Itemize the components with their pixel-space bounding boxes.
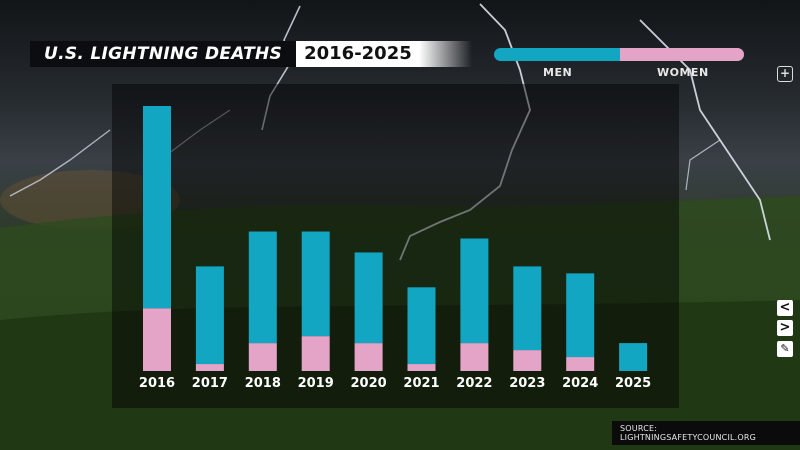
zoom-button[interactable]: + xyxy=(777,66,793,82)
bar-women-2016 xyxy=(143,308,171,371)
bar-women-2020 xyxy=(354,343,383,371)
bar-women-2022 xyxy=(460,343,489,371)
bar-women-2023 xyxy=(513,350,542,371)
bar-women-2017 xyxy=(195,364,224,371)
chevron-right-icon: > xyxy=(779,320,791,335)
pencil-icon: ✎ xyxy=(780,342,790,355)
prev-button[interactable]: < xyxy=(777,300,793,316)
bar-men-2023 xyxy=(513,266,542,351)
edit-button[interactable]: ✎ xyxy=(777,341,793,357)
bar-women-2018 xyxy=(248,343,277,371)
legend-men-label: MEN xyxy=(543,66,573,79)
chart-title-block: U.S. LIGHTNING DEATHS 2016-2025 xyxy=(30,41,472,67)
x-tick-label-2023: 2023 xyxy=(509,376,545,391)
plus-circle-icon: + xyxy=(779,66,791,80)
bar-women-2024 xyxy=(566,357,595,371)
bar-men-2018 xyxy=(248,231,277,344)
bar-men-2025 xyxy=(619,343,648,371)
chart-date-range: 2016-2025 xyxy=(296,41,472,67)
bar-men-2019 xyxy=(301,231,330,337)
legend-women-swatch xyxy=(620,48,744,61)
x-tick-label-2018: 2018 xyxy=(245,376,281,391)
legend-men-swatch xyxy=(494,48,620,61)
x-tick-label-2019: 2019 xyxy=(298,376,334,391)
bar-men-2022 xyxy=(460,238,489,344)
source-credit: SOURCE: LIGHTNINGSAFETYCOUNCIL.ORG xyxy=(612,421,800,445)
x-tick-label-2016: 2016 xyxy=(139,376,175,391)
legend-women-label: WOMEN xyxy=(657,66,709,79)
x-tick-label-2024: 2024 xyxy=(562,376,598,391)
bar-women-2021 xyxy=(407,364,436,371)
bar-women-2019 xyxy=(301,336,330,371)
bar-men-2024 xyxy=(566,273,595,358)
bar-men-2020 xyxy=(354,252,383,344)
bar-men-2021 xyxy=(407,287,436,365)
bar-men-2017 xyxy=(195,266,224,365)
bar-men-2016 xyxy=(143,106,171,309)
chevron-left-icon: < xyxy=(779,300,791,315)
next-button[interactable]: > xyxy=(777,320,793,336)
x-tick-label-2025: 2025 xyxy=(615,376,651,391)
x-tick-label-2022: 2022 xyxy=(456,376,492,391)
chart-title: U.S. LIGHTNING DEATHS xyxy=(30,41,297,67)
x-tick-label-2020: 2020 xyxy=(351,376,387,391)
x-tick-label-2021: 2021 xyxy=(403,376,439,391)
x-tick-label-2017: 2017 xyxy=(192,376,228,391)
